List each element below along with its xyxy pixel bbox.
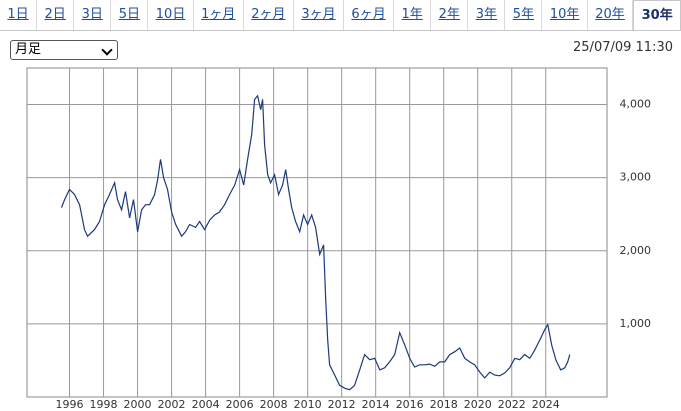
period-tab[interactable]: 30年 (633, 0, 681, 30)
x-tick-label: 1996 (56, 398, 84, 411)
period-tab[interactable]: 20年 (588, 0, 634, 30)
period-tab[interactable]: 5日 (111, 0, 149, 30)
x-tick-label: 2020 (464, 398, 492, 411)
period-tab[interactable]: 2ヶ月 (244, 0, 294, 30)
period-tab[interactable]: 3ヶ月 (294, 0, 345, 30)
x-tick-label: 2008 (260, 398, 288, 411)
y-tick-label: 3,000 (620, 171, 652, 184)
x-tick-label: 2014 (362, 398, 390, 411)
y-tick-label: 4,000 (620, 98, 652, 111)
period-tab[interactable]: 3日 (74, 0, 112, 30)
timestamp: 25/07/09 11:30 (573, 40, 673, 55)
y-tick-label: 1,000 (620, 317, 652, 330)
period-tab[interactable]: 1ヶ月 (194, 0, 244, 30)
period-tab[interactable]: 3年 (468, 0, 506, 30)
x-tick-label: 2024 (532, 398, 560, 411)
period-tab[interactable]: 10年 (542, 0, 588, 30)
x-tick-label: 2010 (294, 398, 322, 411)
plot-area (26, 67, 608, 398)
interval-select[interactable]: 月足 (10, 40, 118, 60)
period-tab[interactable]: 1年 (394, 0, 432, 30)
x-tick-label: 2016 (396, 398, 424, 411)
y-tick-label: 2,000 (620, 244, 652, 257)
price-line (60, 94, 571, 391)
period-tab[interactable]: 5年 (505, 0, 543, 30)
x-tick-label: 2018 (430, 398, 458, 411)
period-tabs: 1日 2日 3日 5日 10日 1ヶ月 2ヶ月 3ヶ月 6ヶ月 1年 2年 3年 5年 10年 20年 30年 (0, 0, 681, 31)
x-tick-label: 2002 (158, 398, 186, 411)
x-tick-label: 2022 (498, 398, 526, 411)
period-tab[interactable]: 1日 (0, 0, 38, 30)
period-tab[interactable]: 2日 (37, 0, 75, 30)
period-tab[interactable]: 2年 (431, 0, 469, 30)
period-tab[interactable]: 6ヶ月 (344, 0, 395, 30)
period-tab[interactable]: 10日 (148, 0, 194, 30)
x-tick-label: 2004 (192, 398, 220, 411)
x-tick-label: 2006 (226, 398, 254, 411)
x-tick-label: 1998 (90, 398, 118, 411)
x-tick-label: 2000 (124, 398, 152, 411)
x-tick-label: 2012 (328, 398, 356, 411)
